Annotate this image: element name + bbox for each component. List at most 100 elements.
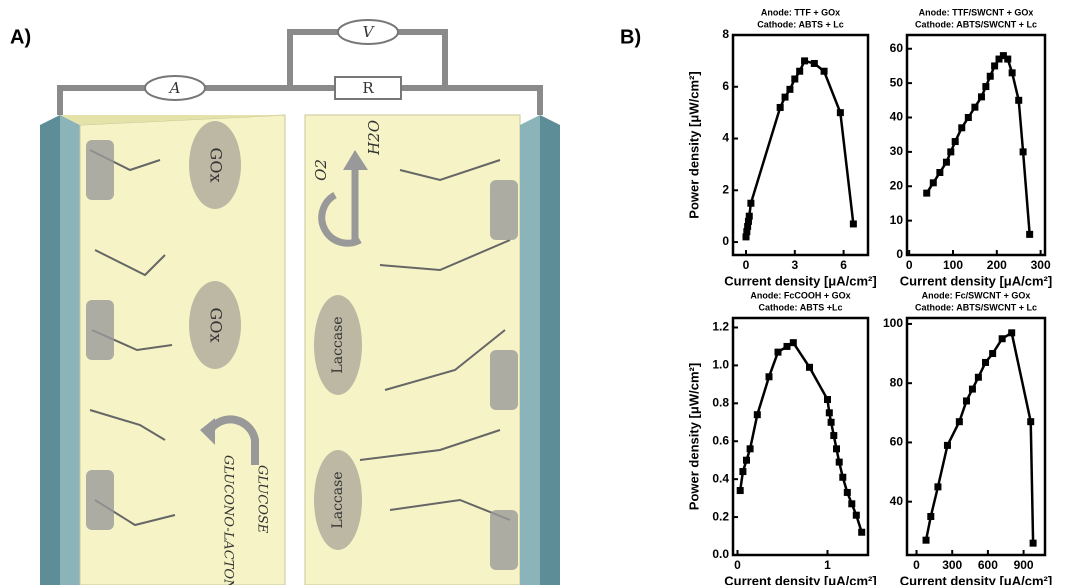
plot-frame	[731, 316, 870, 557]
enzyme-label: GOx	[207, 308, 226, 343]
data-point	[825, 409, 833, 417]
chart-title: Anode: FcCOOH + GOx	[750, 290, 850, 300]
molecule	[359, 159, 511, 521]
data-line	[744, 59, 855, 238]
data-point	[765, 373, 773, 381]
nanotube	[490, 180, 518, 240]
data-point	[744, 217, 752, 225]
data-point	[1027, 418, 1035, 426]
y-tick-label: 1.0	[712, 358, 729, 372]
water-label: H2O	[365, 120, 383, 156]
electrode	[40, 115, 60, 585]
data-point	[781, 93, 789, 101]
data-line	[738, 340, 863, 533]
cell-diagram: A V R GOx GOx Laccase Laccase	[40, 19, 560, 585]
data-point	[991, 62, 999, 70]
data-point	[786, 85, 794, 93]
data-point	[995, 55, 1003, 63]
y-tick-label: 4	[722, 131, 729, 145]
y-axis-label: Power density [μW/cm²]	[686, 71, 701, 218]
y-tick-label: 50	[890, 75, 904, 89]
bevel	[60, 115, 285, 125]
data-point	[783, 342, 791, 350]
data-point	[848, 500, 856, 508]
data-point	[958, 124, 966, 132]
y-axis-label: Power density [μW/cm²]	[686, 363, 701, 510]
arrowhead	[200, 418, 215, 445]
data-point	[982, 358, 990, 366]
y-tick-label: 30	[890, 144, 904, 158]
chart-title: Anode: TTF + GOx	[761, 7, 840, 17]
data-point	[843, 488, 851, 496]
data-point	[742, 233, 750, 241]
y-tick-label: 2	[722, 182, 729, 196]
data-point	[974, 373, 982, 381]
data-point	[745, 212, 753, 220]
data-point	[1008, 329, 1016, 337]
data-point	[830, 432, 838, 440]
data-point	[998, 335, 1006, 343]
y-tick-label: 100	[883, 316, 903, 330]
x-tick-label: 600	[978, 558, 998, 572]
data-point	[982, 83, 990, 91]
data-point	[753, 411, 761, 419]
reaction-arrow	[206, 415, 259, 465]
voltmeter	[337, 19, 399, 45]
y-tick-label: 0	[896, 247, 903, 261]
chart-title: Anode: Fc/SWCNT + GOx	[922, 290, 1031, 300]
y-tick-label: 80	[890, 375, 904, 389]
data-line	[924, 330, 1035, 544]
data-point	[947, 148, 955, 156]
y-tick-label: 60	[890, 435, 904, 449]
data-point	[968, 385, 976, 393]
electrode	[520, 115, 540, 585]
y-tick-label: 1.2	[712, 320, 729, 334]
enzyme	[189, 121, 241, 209]
y-tick-label: 6	[722, 79, 729, 93]
nanotube	[86, 300, 114, 360]
enzyme	[189, 281, 241, 369]
y-tick-label: 10	[890, 213, 904, 227]
data-point	[989, 350, 997, 358]
chart-subtitle: Cathode: ABTS/SWCNT + Lc	[915, 19, 1037, 29]
x-tick-label: 0	[734, 558, 741, 572]
x-tick-label: 0	[743, 258, 750, 272]
y-tick-label: 40	[890, 110, 904, 124]
chart-subtitle: Cathode: ABTS/SWCNT + Lc	[915, 302, 1037, 312]
data-point	[1026, 230, 1034, 238]
data-point	[922, 536, 930, 544]
reaction-arrow	[318, 191, 362, 247]
data-point	[977, 93, 985, 101]
ammeter	[144, 75, 206, 101]
data-point	[810, 59, 818, 67]
y-tick-label: 0.8	[712, 395, 729, 409]
x-tick-label: 300	[942, 558, 962, 572]
x-tick-label: 3	[791, 258, 798, 272]
data-point	[776, 103, 784, 111]
data-point	[833, 445, 840, 453]
x-tick-label: 1	[824, 558, 831, 572]
electrode	[60, 115, 80, 585]
data-point	[964, 114, 972, 121]
data-point	[1008, 69, 1016, 77]
y-tick-label: 0.0	[712, 547, 729, 561]
x-tick-label: 900	[1014, 558, 1034, 572]
data-point	[744, 223, 752, 231]
nanotube	[86, 140, 114, 200]
nanotube	[490, 510, 518, 570]
data-point	[743, 228, 751, 236]
y-tick-label: 0	[722, 234, 729, 248]
panel-label: B)	[620, 26, 641, 48]
plot-frame	[905, 316, 1047, 557]
wire	[57, 85, 543, 115]
x-axis-label: Current density [μA/cm²]	[900, 573, 1052, 585]
y-tick-label: 0.2	[712, 509, 729, 523]
data-point	[791, 75, 799, 83]
data-point	[736, 487, 744, 495]
enzyme-label: Laccase	[330, 471, 346, 528]
nanotube	[490, 350, 518, 410]
enzyme-label: GOx	[207, 148, 226, 183]
data-point	[1004, 55, 1012, 63]
data-point	[806, 363, 813, 371]
